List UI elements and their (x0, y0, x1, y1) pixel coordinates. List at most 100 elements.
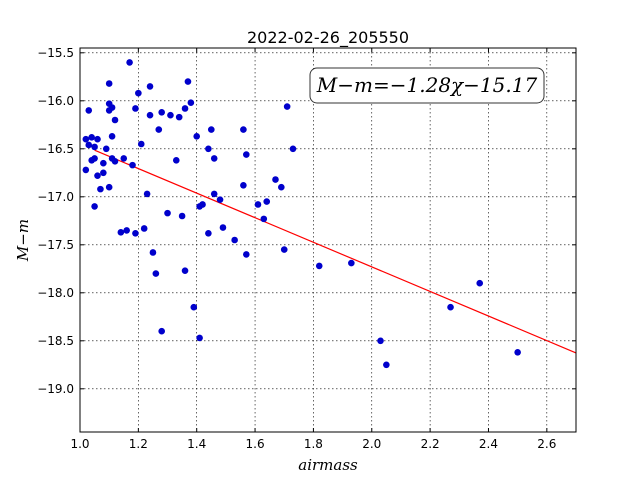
data-point (137, 140, 145, 148)
data-point (91, 203, 98, 210)
data-point (82, 166, 90, 174)
data-points (82, 59, 521, 369)
data-point (207, 126, 215, 133)
x-tick-label: 1.0 (70, 437, 89, 451)
annotation-box (309, 67, 545, 104)
data-point (278, 183, 285, 191)
x-tick-label: 1.6 (246, 437, 265, 451)
data-point (129, 161, 136, 169)
data-point (240, 126, 247, 133)
data-point (164, 209, 171, 217)
data-point (85, 107, 93, 114)
y-tick-label: −15.5 (37, 46, 74, 60)
x-tick-label: 1.8 (304, 437, 323, 451)
plot-frame (79, 47, 577, 433)
y-tick-labels: −15.5 −16.0 −16.5 −17.0 −17.5 −18.0 −18.5 −19.0 (37, 46, 74, 396)
data-point (476, 279, 484, 287)
data-point (243, 151, 250, 158)
data-point (210, 155, 218, 162)
data-point (117, 229, 125, 236)
x-tick-label: 2.0 (362, 437, 381, 451)
data-point (111, 116, 119, 124)
fit-annotation: M−m=−1.28χ−15.17 (309, 67, 545, 104)
y-tick-label: −16.5 (37, 142, 74, 156)
data-point (190, 303, 198, 311)
data-point (280, 246, 288, 253)
data-point (100, 169, 107, 177)
x-tick-label: 2.4 (479, 437, 498, 451)
data-point (85, 141, 93, 149)
data-point (123, 227, 130, 234)
data-point (105, 183, 113, 191)
data-point (184, 78, 192, 85)
y-tick-label: −19.0 (37, 382, 74, 396)
data-point (155, 126, 163, 133)
data-point (167, 111, 174, 119)
data-point (111, 157, 119, 165)
data-point (181, 105, 189, 112)
data-point (240, 181, 247, 189)
data-point (94, 135, 101, 143)
data-point (283, 103, 291, 110)
data-point (315, 262, 323, 270)
data-point (216, 196, 224, 203)
data-point (152, 270, 160, 277)
data-point (91, 143, 98, 151)
data-point (175, 113, 183, 121)
grid (80, 48, 576, 432)
data-point (178, 212, 186, 220)
data-point (289, 145, 297, 153)
data-point (105, 80, 113, 87)
y-tick-label: −17.5 (37, 238, 74, 252)
data-point (205, 145, 212, 153)
data-point (205, 229, 212, 237)
fit-equation: M−m=−1.28χ−15.17 (316, 73, 538, 97)
data-point (348, 259, 355, 267)
data-point (254, 201, 262, 208)
data-point (132, 229, 139, 237)
data-point (243, 251, 250, 258)
data-point (135, 89, 142, 97)
x-tick-labels: 1.0 1.2 1.4 1.6 1.8 2.0 2.2 2.4 2.6 (70, 437, 556, 451)
data-point (88, 157, 95, 164)
data-point (143, 190, 151, 198)
data-point (105, 107, 113, 114)
data-point (158, 109, 165, 116)
axis-ticks (79, 48, 576, 432)
y-tick-label: −18.0 (37, 286, 74, 300)
data-point (108, 133, 116, 140)
data-point (88, 133, 95, 141)
data-point (126, 59, 133, 66)
x-tick-label: 1.4 (187, 437, 206, 451)
data-point (146, 111, 154, 119)
x-tick-label: 2.2 (421, 437, 440, 451)
data-point (140, 225, 148, 232)
data-point (187, 99, 195, 107)
data-point (260, 215, 268, 223)
data-point (132, 105, 139, 112)
data-point (514, 349, 521, 356)
data-point (219, 224, 227, 231)
data-point (199, 201, 206, 208)
chart-title: 2022-02-26_205550 (247, 28, 409, 48)
fit-line-layer (94, 149, 577, 354)
data-point (272, 176, 279, 183)
data-point (263, 198, 271, 205)
y-tick-label: −16.0 (37, 94, 74, 108)
data-point (231, 236, 238, 244)
x-tick-label: 1.2 (129, 437, 148, 451)
data-point (97, 185, 104, 193)
x-tick-label: 2.6 (537, 437, 556, 451)
data-point (383, 361, 390, 369)
y-axis-label: M−m (14, 219, 32, 262)
data-point (158, 327, 165, 335)
data-point (196, 334, 203, 342)
data-point (149, 249, 157, 256)
data-point (447, 303, 454, 311)
x-axis-label: airmass (298, 456, 358, 474)
data-point (172, 157, 180, 164)
data-point (146, 83, 154, 90)
data-point (102, 145, 110, 153)
data-point (100, 159, 107, 167)
